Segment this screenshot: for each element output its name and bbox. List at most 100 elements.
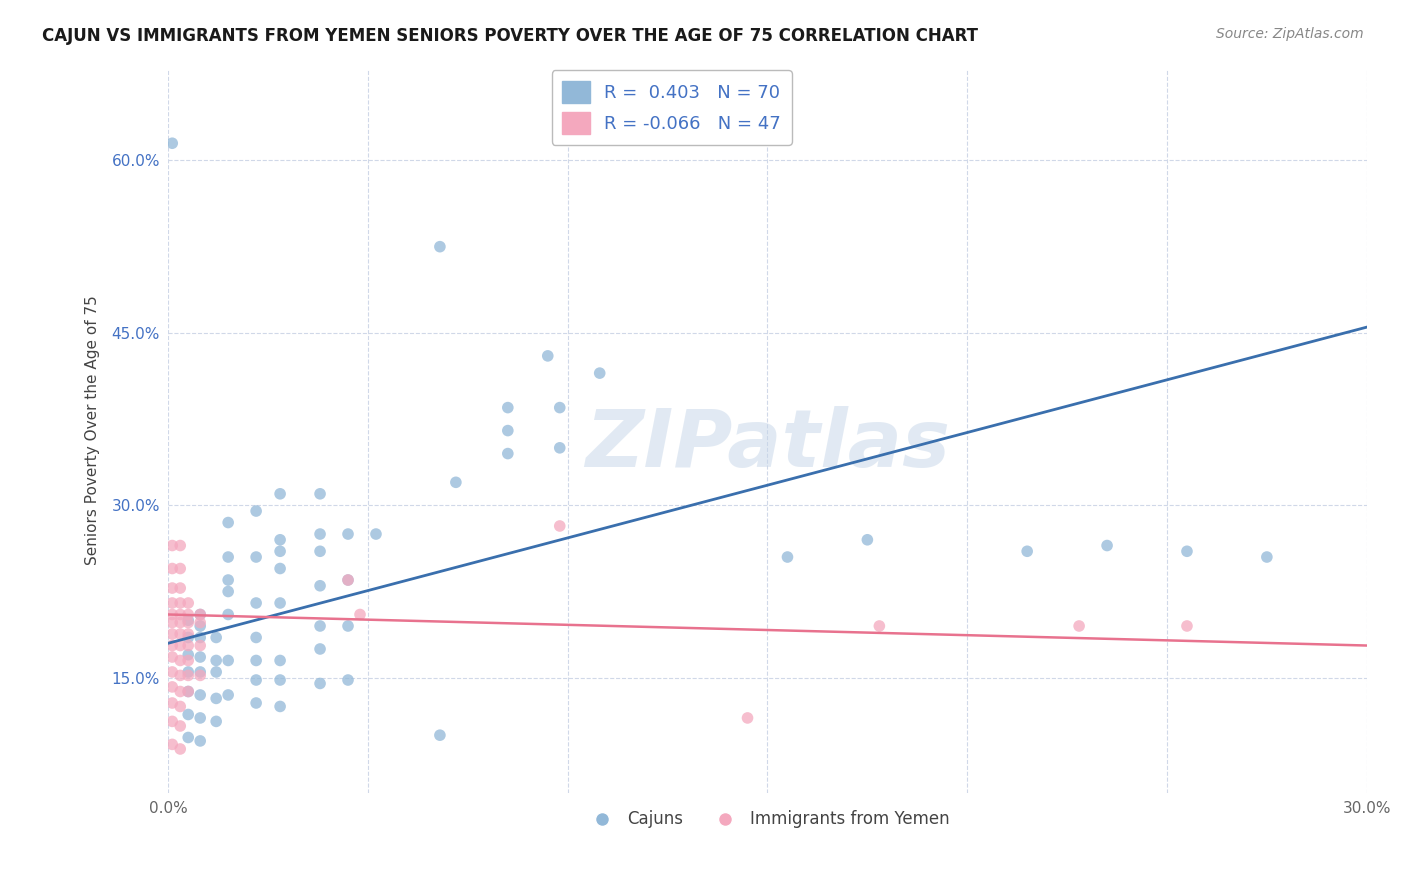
Point (1095, 539, 1118, 553)
Point (169, 627, 191, 641)
Point (188, 607, 211, 622)
Point (309, 487, 332, 501)
Point (177, 707, 200, 722)
Point (169, 719, 191, 733)
Point (737, 711, 759, 725)
Point (217, 573, 239, 587)
Point (162, 714, 184, 729)
Point (162, 539, 184, 553)
Point (188, 619, 211, 633)
Point (177, 648, 200, 662)
Point (269, 561, 291, 575)
Point (269, 487, 291, 501)
Point (309, 527, 332, 541)
Point (776, 549, 799, 564)
Point (245, 504, 267, 518)
Point (188, 650, 211, 665)
Point (269, 596, 291, 610)
Point (162, 607, 184, 622)
Point (269, 653, 291, 667)
Point (177, 613, 200, 627)
Point (496, 424, 519, 438)
Point (169, 581, 191, 595)
Point (188, 688, 211, 702)
Point (364, 527, 387, 541)
Point (496, 446, 519, 460)
Point (245, 696, 267, 710)
Point (1175, 619, 1198, 633)
Point (188, 668, 211, 682)
Point (309, 544, 332, 558)
Point (162, 561, 184, 575)
Point (177, 607, 200, 622)
Point (245, 549, 267, 564)
Point (269, 544, 291, 558)
Point (217, 607, 239, 622)
Point (188, 665, 211, 679)
Point (548, 519, 571, 533)
Point (177, 596, 200, 610)
Point (169, 653, 191, 667)
Point (177, 684, 200, 698)
Point (177, 627, 200, 641)
Point (169, 596, 191, 610)
Point (1069, 619, 1091, 633)
Point (309, 579, 332, 593)
Point (217, 516, 239, 530)
Point (309, 619, 332, 633)
Point (188, 639, 211, 653)
Point (337, 573, 360, 587)
Point (162, 627, 184, 641)
Point (537, 349, 560, 363)
Point (177, 731, 200, 745)
Point (337, 573, 360, 587)
Point (162, 615, 184, 630)
Point (429, 728, 451, 742)
Point (217, 688, 239, 702)
Point (269, 699, 291, 714)
Point (169, 668, 191, 682)
Point (162, 738, 184, 752)
Text: Source: ZipAtlas.com: Source: ZipAtlas.com (1216, 27, 1364, 41)
Point (169, 615, 191, 630)
Point (205, 631, 228, 645)
Point (169, 539, 191, 553)
Point (337, 527, 360, 541)
Point (177, 665, 200, 679)
Point (162, 596, 184, 610)
Point (162, 639, 184, 653)
Point (496, 401, 519, 415)
Point (269, 673, 291, 687)
Point (188, 607, 211, 622)
Point (337, 619, 360, 633)
Point (162, 665, 184, 679)
Point (868, 619, 890, 633)
Point (169, 639, 191, 653)
Point (162, 696, 184, 710)
Point (1256, 549, 1278, 564)
Point (217, 584, 239, 599)
Point (349, 607, 371, 622)
Point (589, 366, 612, 380)
Point (217, 549, 239, 564)
Point (169, 561, 191, 575)
Point (444, 475, 467, 490)
Point (169, 742, 191, 756)
Point (188, 631, 211, 645)
Point (177, 639, 200, 653)
Point (245, 673, 267, 687)
Point (309, 676, 332, 690)
Point (856, 533, 879, 547)
Point (1017, 544, 1039, 558)
Legend: Cajuns, Immigrants from Yemen: Cajuns, Immigrants from Yemen (579, 804, 956, 835)
Point (217, 653, 239, 667)
Point (169, 607, 191, 622)
Point (188, 711, 211, 725)
Point (162, 680, 184, 694)
Point (177, 684, 200, 698)
Text: ZIPatlas: ZIPatlas (585, 406, 950, 484)
Point (548, 401, 571, 415)
Point (205, 665, 228, 679)
Point (177, 653, 200, 667)
Point (548, 441, 571, 455)
